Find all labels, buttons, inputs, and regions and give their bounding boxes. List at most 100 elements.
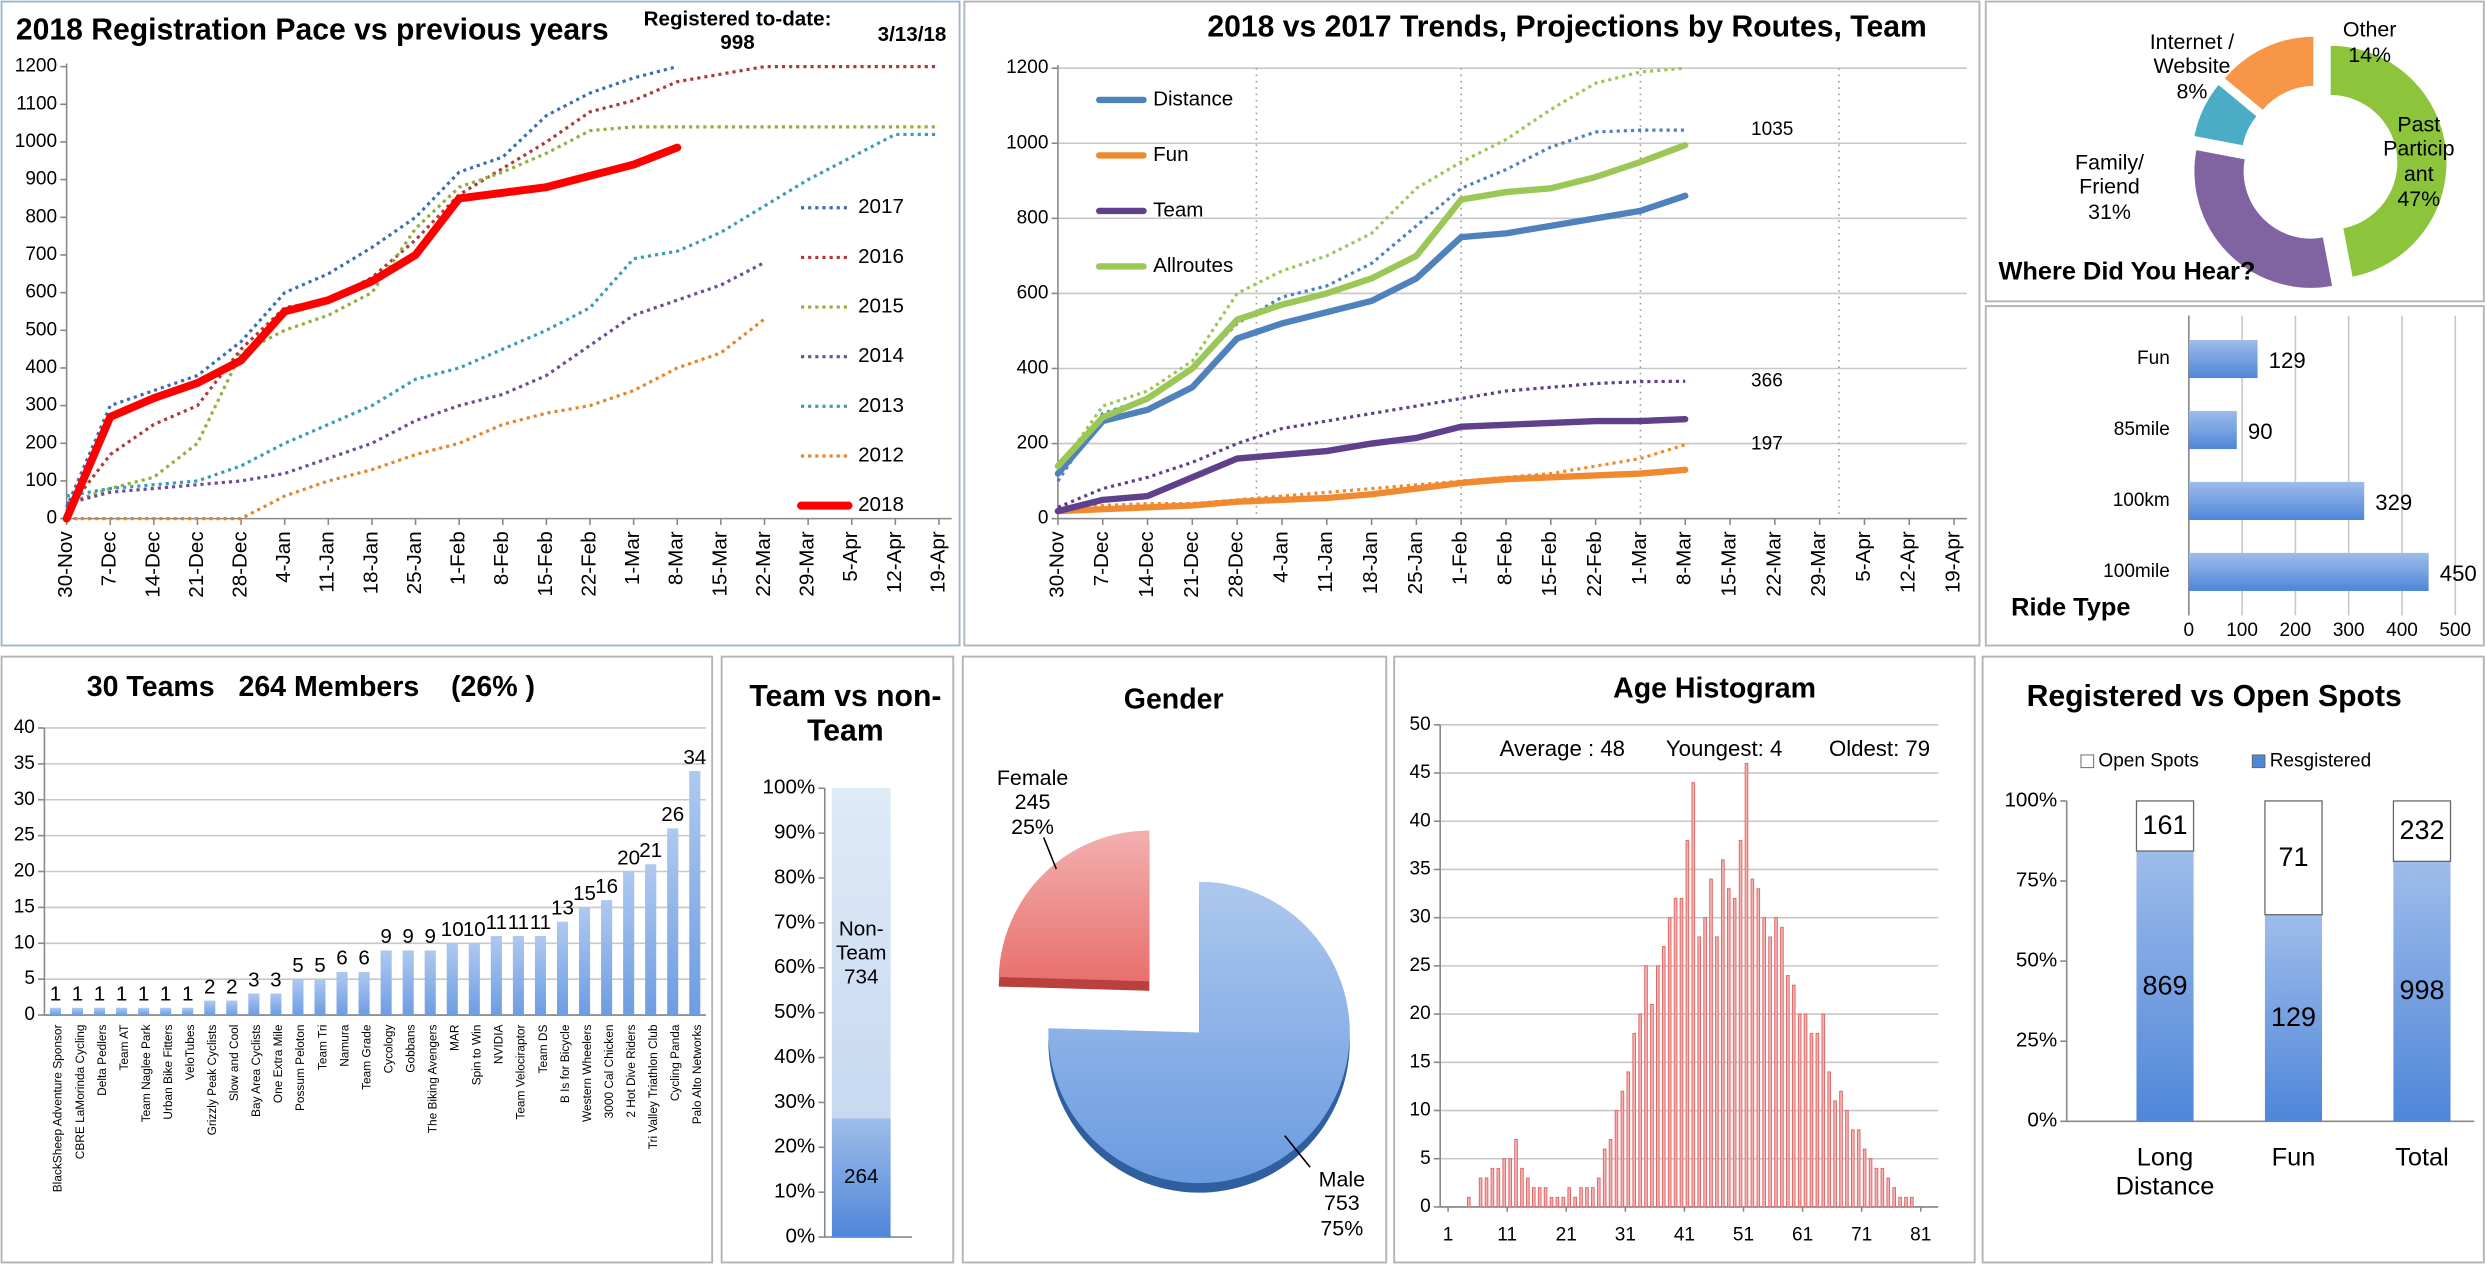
value-label: 1 [72, 983, 83, 1006]
slice-name: Female [996, 765, 1069, 790]
y-tick-label: 0% [785, 1225, 815, 1248]
x-tick-label: Cycling Panda [668, 1024, 682, 1101]
histogram-bar [1774, 917, 1778, 1208]
y-tick-label: 0 [1038, 508, 1049, 529]
value-label: 11 [508, 911, 529, 934]
line-series [66, 125, 939, 506]
histogram-bar [1466, 1196, 1471, 1208]
value-label: 1 [50, 983, 61, 1006]
histogram-bar [1614, 1110, 1619, 1208]
x-tick-label: Palo Alto Networks [690, 1025, 704, 1125]
y-tick-label: 500 [25, 319, 57, 340]
segment-label: 232 [2399, 816, 2444, 846]
x-tick-label: Long Distance [2116, 1145, 2215, 1201]
panel-frame [0, 655, 714, 1264]
x-tick-label: Fun [2227, 1145, 2360, 1240]
x-tick-label: 19-Apr [926, 531, 949, 593]
segment-label: 71 [2278, 842, 2308, 872]
segment-label-text: 129 [2246, 915, 2341, 1122]
value-label: 5 [314, 954, 325, 977]
y-tick-label: 35 [14, 753, 35, 774]
leader-line [1042, 837, 1058, 870]
line-series [66, 317, 766, 521]
histogram-bar [1484, 1177, 1489, 1208]
x-tick-label: Grizzly Peak Cyclists [205, 1025, 219, 1136]
histogram-bar [1555, 1196, 1560, 1208]
y-tick-label: 100mile [2103, 561, 2170, 582]
donut-slice [2222, 35, 2315, 112]
bar-shine [2188, 481, 2365, 521]
histogram-bar [1579, 1187, 1583, 1208]
chart-title: Registered vs Open Spots [2027, 681, 2402, 714]
x-tick-label: NVIDIA [492, 1024, 506, 1064]
x-tick-label: Team AT [117, 1025, 131, 1071]
histogram-bar [1910, 1196, 1914, 1208]
value-label: 3 [270, 968, 281, 991]
x-tick-label: 0 [2184, 620, 2195, 641]
bar-shine [667, 828, 679, 1016]
x-tick-label: Team Velociraptor [514, 1025, 528, 1120]
x-tick-label: 1 [1443, 1225, 1454, 1246]
value-label: 1 [116, 983, 127, 1006]
y-tick-label: 50 [1410, 714, 1431, 735]
slice-value: 47% [2397, 186, 2441, 211]
x-tick-label: 15-Mar [1717, 531, 1740, 596]
x-tick-label: 4-Jan [1269, 531, 1292, 583]
value-label: 1 [94, 983, 105, 1006]
bar-shine [534, 936, 546, 1016]
segment-value: 998 [2399, 975, 2445, 1006]
value-label: 9 [380, 925, 391, 948]
slice-label-text: Male 753 75% [1286, 1159, 1397, 1248]
y-tick-label: 70% [774, 910, 815, 933]
chart-title-text: Team vs non-Team [726, 669, 964, 761]
x-tick-label: Bay Area Cyclists [249, 1024, 263, 1116]
y-tick-label: 0 [1420, 1196, 1431, 1217]
line-series [1056, 128, 1686, 482]
y-tick-label: 0% [2027, 1109, 2057, 1132]
y-tick-label: 900 [25, 169, 57, 190]
x-tick-label: 51 [1733, 1225, 1754, 1246]
value-label: 21 [639, 839, 662, 862]
y-tick-label: 35 [1410, 858, 1431, 879]
bar-shine [2188, 410, 2237, 450]
panel-frame [0, 0, 961, 647]
segment-value: 734 [844, 963, 879, 988]
y-tick-label: 20 [1410, 1003, 1431, 1024]
y-tick-label: 40 [14, 717, 35, 738]
value-label: 20 [617, 846, 640, 869]
chart-title: Where Did You Hear? [1998, 257, 2255, 285]
bar-shine [270, 993, 282, 1016]
x-tick-label-text: Fun [2227, 1145, 2360, 1240]
segment-label: 869 [2143, 971, 2188, 1001]
x-tick-label: The Biking Avengers [426, 1025, 440, 1134]
slice-value: 14% [2348, 42, 2392, 67]
bar-shine [556, 921, 569, 1016]
x-tick-label: Spin to Win [470, 1025, 484, 1086]
y-tick-label: 30% [774, 1090, 815, 1113]
value-label: 34 [683, 746, 706, 769]
slice-share: 25% [1011, 814, 1054, 839]
donut-slice [2192, 82, 2259, 148]
histogram-bar [1596, 1177, 1601, 1208]
x-tick-label: 71 [1851, 1225, 1872, 1246]
legend-label: Distance [1153, 87, 1233, 110]
y-tick-label: 25 [1410, 955, 1431, 976]
legend-label: 2018 [858, 493, 904, 516]
value-label: 15 [573, 882, 596, 905]
x-tick-label: 19-Apr [1942, 531, 1965, 593]
slice-value: 753 [1323, 1191, 1360, 1216]
histogram-bar [1803, 1013, 1808, 1208]
chart-title: Team vs non-Team [726, 669, 964, 761]
segment-label: 998 [2399, 975, 2445, 1006]
line-series [1054, 141, 1689, 470]
x-tick-label: Team Grade [359, 1024, 373, 1090]
line-series [66, 132, 939, 498]
y-tick-label: 600 [25, 282, 57, 303]
histogram-bar [1862, 1148, 1867, 1208]
value-label: 16 [595, 875, 618, 898]
slice-share: 75% [1320, 1216, 1364, 1240]
histogram-bar [1656, 965, 1660, 1208]
panel-frame [963, 0, 1981, 647]
histogram-bar [1508, 1158, 1512, 1208]
